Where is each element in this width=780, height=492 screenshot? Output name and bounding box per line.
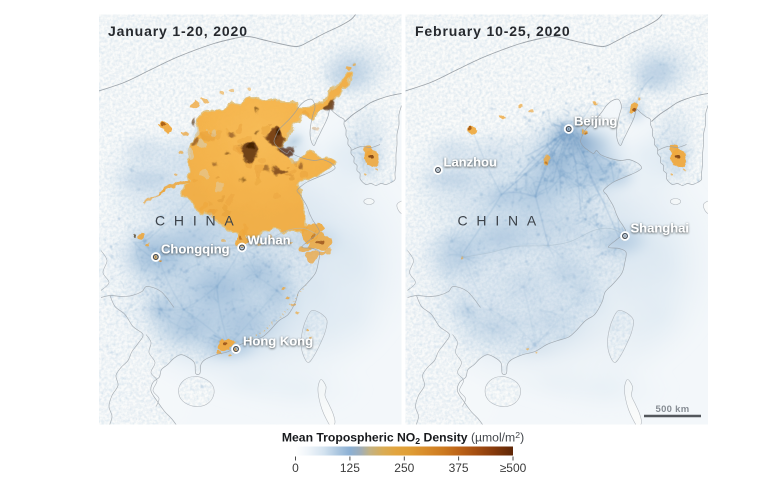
svg-text:Mean Tropospheric NO2 Density: Mean Tropospheric NO2 Density (µmol/m2) [282,430,524,446]
svg-text:Hong Kong: Hong Kong [243,334,313,349]
svg-text:250: 250 [394,461,414,475]
svg-text:125: 125 [340,461,360,475]
svg-text:CHINA: CHINA [458,213,546,229]
svg-text:Chongqing: Chongqing [161,242,230,257]
svg-text:≥500: ≥500 [500,461,527,475]
svg-text:January 1-20, 2020: January 1-20, 2020 [108,23,248,39]
svg-text:Shanghai: Shanghai [631,221,690,236]
svg-text:CHINA: CHINA [155,213,243,229]
svg-text:Lanzhou: Lanzhou [444,155,497,170]
svg-text:February 10-25, 2020: February 10-25, 2020 [415,23,571,39]
svg-text:0: 0 [292,461,299,475]
svg-text:500 km: 500 km [655,404,689,415]
svg-text:Beijing: Beijing [574,114,617,129]
svg-text:375: 375 [449,461,469,475]
svg-text:Wuhan: Wuhan [248,233,291,248]
